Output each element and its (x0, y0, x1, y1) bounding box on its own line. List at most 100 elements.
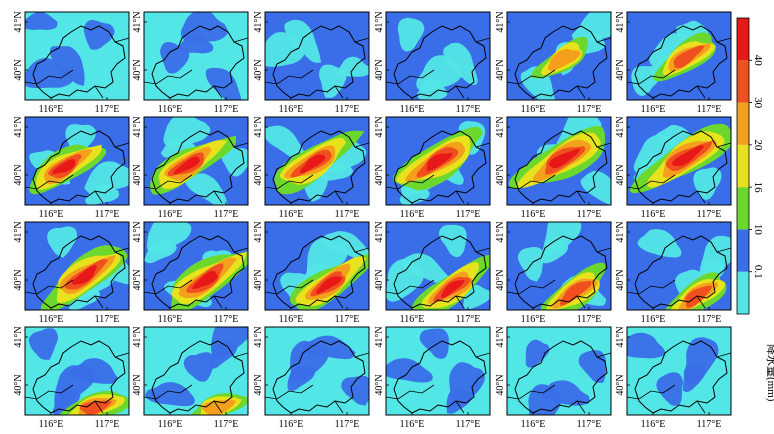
panel-19: 41°N 40°N 116°E 117°E (13, 326, 130, 430)
lon-tick-label: 117°E (697, 104, 722, 115)
lat-tick-label: 41°N (13, 116, 24, 137)
lon-tick-label: 116°E (641, 104, 666, 115)
colorbar-tick-label: 10 (752, 224, 764, 236)
lat-tick-label: 40°N (615, 59, 626, 80)
lat-tick-label: 41°N (132, 11, 143, 32)
lat-tick-label: 40°N (495, 269, 506, 290)
lat-tick-label: 41°N (132, 326, 143, 347)
province-boundary (25, 247, 129, 309)
beijing-boundary (151, 130, 245, 204)
province-boundary (507, 142, 611, 204)
lat-tick-label: 41°N (495, 326, 506, 347)
colorbar-swatch (737, 271, 749, 314)
panel-23: 41°N 40°N 116°E 117°E (495, 326, 612, 430)
panel-frame (143, 221, 249, 311)
province-boundary (627, 37, 731, 99)
lat-tick-label: 40°N (374, 59, 385, 80)
province-boundary (507, 247, 611, 309)
lon-tick-label: 116°E (400, 419, 425, 430)
lon-tick-label: 117°E (95, 314, 120, 325)
precip-field (507, 327, 611, 415)
lon-tick-label: 116°E (279, 209, 304, 220)
lon-tick-label: 116°E (641, 419, 666, 430)
lat-tick-label: 41°N (253, 116, 264, 137)
lat-tick-label: 40°N (13, 59, 24, 80)
panel-frame (264, 11, 370, 101)
precip-field (25, 12, 129, 100)
panel-16: 41°N 40°N 116°E 117°E (374, 221, 491, 325)
beijing-boundary (32, 235, 126, 309)
lon-tick-label: 116°E (641, 209, 666, 220)
lat-tick-label: 41°N (253, 326, 264, 347)
province-boundary (144, 352, 248, 414)
province-boundary (265, 247, 369, 309)
panel-frame (385, 326, 491, 416)
province-boundary (25, 37, 129, 99)
lon-tick-label: 117°E (95, 419, 120, 430)
province-boundary (265, 37, 369, 99)
beijing-boundary (272, 25, 366, 99)
panel-03: 41°N 40°N 116°E 117°E (253, 11, 370, 115)
lat-tick-label: 40°N (615, 269, 626, 290)
precip-field (265, 12, 369, 100)
lat-tick-label: 41°N (615, 11, 626, 32)
colorbar-swatch (737, 102, 749, 145)
precip-field (627, 327, 731, 415)
lat-tick-label: 40°N (253, 164, 264, 185)
precip-field (265, 327, 369, 415)
lon-tick-label: 117°E (697, 209, 722, 220)
beijing-boundary (393, 130, 487, 204)
beijing-boundary (514, 25, 608, 99)
panel-01: 41°N 40°N 116°E 117°E (13, 11, 130, 115)
panel-frame (264, 221, 370, 311)
panel-frame (385, 11, 491, 101)
province-boundary (25, 352, 129, 414)
lon-tick-label: 116°E (400, 209, 425, 220)
lon-tick-label: 117°E (697, 419, 722, 430)
colorbar-tick-label: 40 (752, 55, 764, 67)
panel-frame (385, 221, 491, 311)
province-boundary (144, 142, 248, 204)
panel-02: 41°N 40°N 116°E 117°E (132, 11, 249, 115)
precip-field (507, 117, 611, 205)
province-boundary (144, 37, 248, 99)
lon-tick-label: 117°E (335, 104, 360, 115)
lat-tick-label: 40°N (132, 59, 143, 80)
beijing-boundary (514, 235, 608, 309)
lat-tick-label: 41°N (374, 326, 385, 347)
lat-tick-label: 41°N (615, 326, 626, 347)
panel-04: 41°N 40°N 116°E 117°E (374, 11, 491, 115)
lon-tick-label: 117°E (456, 209, 481, 220)
colorbar: 0.1 10 16 20 30 40 降水量(mm) (736, 17, 774, 402)
province-boundary (265, 142, 369, 204)
lon-tick-label: 116°E (521, 314, 546, 325)
lat-tick-label: 40°N (13, 269, 24, 290)
lon-tick-label: 117°E (456, 104, 481, 115)
panel-18: 41°N 40°N 116°E 117°E (615, 221, 732, 325)
panel-07: 41°N 40°N 116°E 117°E (13, 116, 130, 220)
lon-tick-label: 117°E (214, 314, 239, 325)
province-boundary (627, 352, 731, 414)
panel-12: 41°N 40°N 116°E 117°E (615, 116, 732, 220)
lon-tick-label: 116°E (39, 209, 64, 220)
panel-09: 41°N 40°N 116°E 117°E (253, 116, 370, 220)
precip-field (144, 222, 248, 310)
colorbar-tick-label: 20 (752, 139, 764, 151)
panel-frame (24, 221, 130, 311)
panel-frame (143, 326, 249, 416)
lat-tick-label: 40°N (615, 374, 626, 395)
lon-tick-label: 116°E (39, 419, 64, 430)
lat-tick-label: 40°N (374, 269, 385, 290)
panel-05: 41°N 40°N 116°E 117°E (495, 11, 612, 115)
province-boundary (144, 247, 248, 309)
lat-tick-label: 40°N (253, 59, 264, 80)
lat-tick-label: 41°N (132, 116, 143, 137)
panel-frame (506, 116, 612, 206)
panel-20: 41°N 40°N 116°E 117°E (132, 326, 249, 430)
panel-11: 41°N 40°N 116°E 117°E (495, 116, 612, 220)
beijing-boundary (151, 340, 245, 414)
panel-frame (506, 221, 612, 311)
panel-21: 41°N 40°N 116°E 117°E (253, 326, 370, 430)
colorbar-frame (736, 17, 750, 315)
lat-tick-label: 40°N (132, 269, 143, 290)
